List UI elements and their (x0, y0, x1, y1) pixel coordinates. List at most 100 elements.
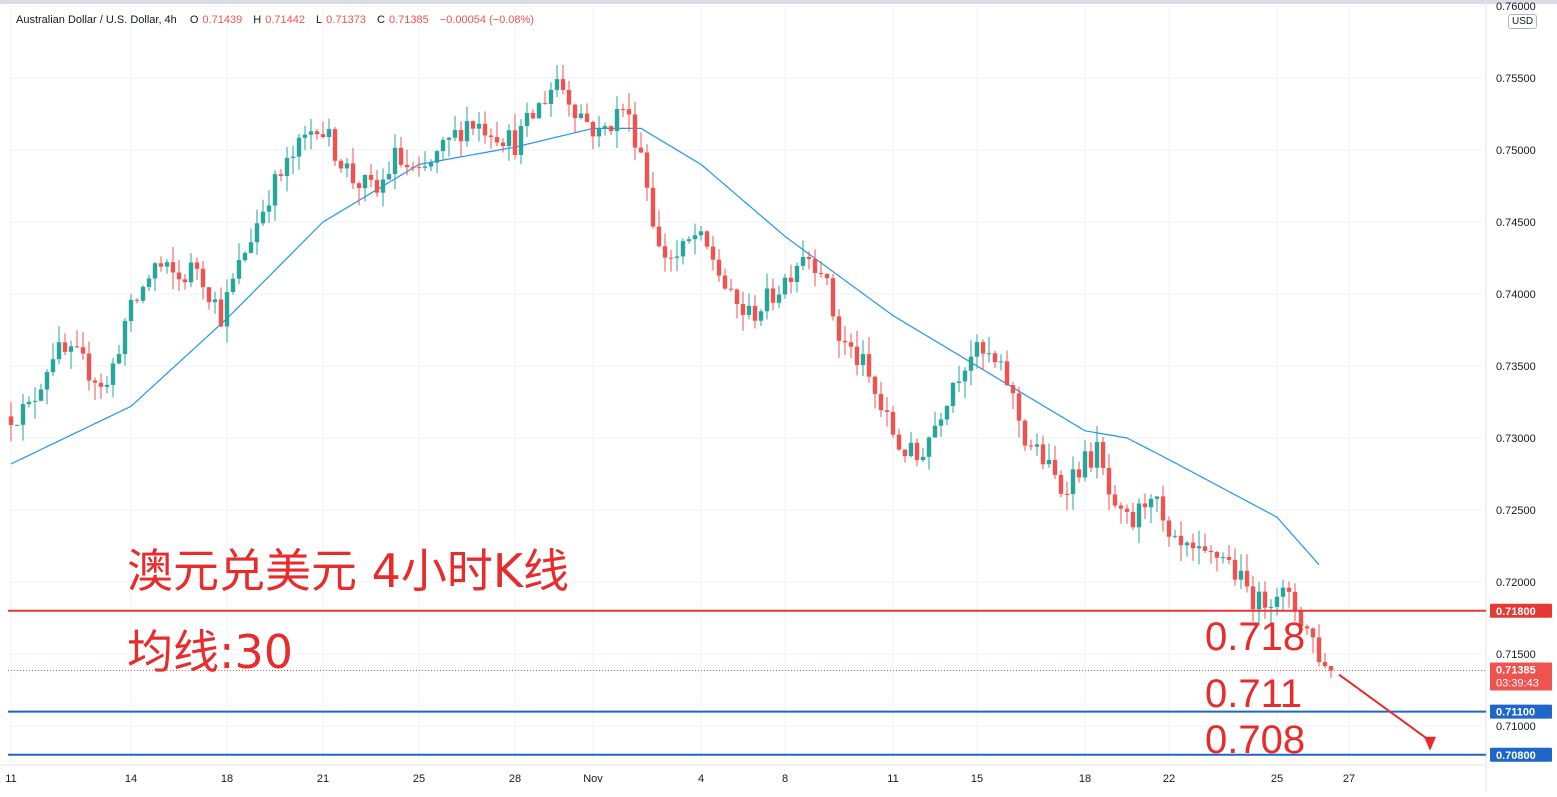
candle-body (488, 135, 494, 137)
candle-body (596, 128, 602, 137)
candle-body (542, 103, 548, 105)
candle-body (338, 160, 344, 169)
y-tick-label: 0.72500 (1496, 505, 1536, 517)
candle-body (728, 288, 734, 290)
candle-body (692, 235, 698, 240)
candle-body (1070, 469, 1076, 495)
candle-body (800, 257, 806, 266)
candle-body (986, 353, 992, 355)
candle-body (32, 400, 38, 402)
candle-body (956, 381, 962, 383)
candle-body (896, 434, 902, 450)
y-tick-label: 0.71500 (1496, 649, 1536, 661)
candle-body (290, 156, 296, 158)
y-tick-label: 0.75000 (1496, 145, 1536, 157)
low-value: 0.71373 (326, 14, 366, 26)
x-tick-label: Nov (583, 773, 603, 785)
candle-body (842, 340, 848, 343)
candle-body (230, 278, 236, 293)
candle-body (170, 262, 176, 273)
candle-body (632, 114, 638, 148)
x-tick-label: 25 (413, 773, 425, 785)
y-tick-label: 0.73500 (1496, 361, 1536, 373)
candle-body (1160, 496, 1166, 521)
candle-body (806, 257, 812, 259)
candle-body (332, 129, 338, 161)
candle-body (320, 134, 326, 137)
candle-body (614, 109, 620, 132)
candle-body (272, 174, 278, 206)
candle-body (44, 372, 50, 390)
candle-body (722, 275, 728, 289)
candle-body (590, 121, 596, 137)
support-line-2-badge-label: 0.70800 (1496, 750, 1536, 762)
candle-body (476, 123, 482, 129)
candle-body (80, 347, 86, 354)
low-label: L (316, 14, 323, 26)
candle-body (350, 163, 356, 184)
candle-body (368, 174, 374, 180)
candle-body (848, 342, 854, 347)
candle-body (494, 136, 500, 143)
x-tick-label: 8 (782, 773, 788, 785)
candle-body (548, 89, 554, 105)
y-tick-label: 0.74000 (1496, 289, 1536, 301)
candle-body (1328, 666, 1334, 671)
candle-body (980, 342, 986, 354)
candle-body (1202, 546, 1208, 551)
candle-body (128, 299, 134, 322)
candle-body (524, 112, 530, 127)
last-price-badge (1490, 662, 1552, 691)
candle-body (464, 121, 470, 142)
candle-body (1280, 587, 1286, 597)
candle-body (662, 246, 668, 258)
candle-body (1004, 361, 1010, 386)
candle-body (866, 354, 872, 377)
candle-body (926, 437, 932, 457)
x-tick-label: 18 (1079, 773, 1091, 785)
x-tick-label: 14 (125, 773, 137, 785)
candle-body (1262, 591, 1268, 608)
candle-body (206, 287, 212, 303)
candle-body (242, 252, 248, 261)
x-tick-label: 4 (698, 773, 704, 785)
candle-body (266, 205, 272, 212)
top-border (0, 0, 1557, 4)
candle-body (194, 262, 200, 269)
candle-body (50, 359, 56, 373)
currency-badge[interactable]: USD (1508, 14, 1538, 29)
candle-body (1022, 420, 1028, 446)
candle-body (860, 354, 866, 366)
resistance-line-badge (1490, 603, 1552, 618)
candle-body (500, 142, 506, 147)
candle-body (788, 277, 794, 283)
countdown-label: 03:39:43 (1496, 678, 1539, 690)
candle-body (248, 242, 254, 253)
candle-body (284, 157, 290, 176)
candle-body (302, 134, 308, 138)
candle-body (1124, 508, 1130, 512)
y-tick-label: 0.75500 (1496, 73, 1536, 85)
x-tick-label: 28 (509, 773, 521, 785)
candle-body (1142, 503, 1148, 508)
candle-body (62, 342, 68, 352)
candle-body (440, 139, 446, 152)
support-line-1-badge-label: 0.71100 (1496, 707, 1535, 719)
candle-body (1244, 570, 1250, 587)
symbol-title[interactable]: Australian Dollar / U.S. Dollar, 4h (16, 14, 177, 26)
candle-body (434, 151, 440, 163)
candle-body (530, 112, 536, 119)
high-value: 0.71442 (265, 14, 305, 26)
candle-body (56, 342, 62, 360)
candle-body (830, 278, 836, 317)
candle-body (998, 361, 1004, 363)
candle-body (380, 179, 386, 193)
candle-body (1034, 444, 1040, 447)
candle-body (1238, 570, 1244, 580)
candle-body (584, 113, 590, 122)
candle-body (674, 256, 680, 258)
candle-body (572, 104, 578, 119)
